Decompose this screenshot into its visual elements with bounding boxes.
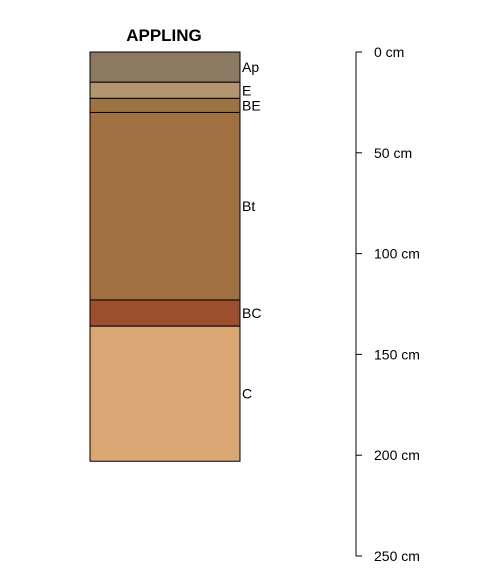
horizon-c-label: C [242,386,252,402]
horizon-c-rect [90,326,240,461]
horizon-ap-label: Ap [242,59,259,75]
horizon-bc-label: BC [242,305,261,321]
depth-tick-label: 250 cm [374,548,420,564]
horizons-group: Ap EBE Bt BC C [90,52,261,461]
depth-tick-label: 200 cm [374,447,420,463]
depth-axis: 0 cm 50 cm 100 cm 150 cm 200 cm 250 cm [356,44,420,564]
depth-tick-label: 50 cm [374,145,412,161]
horizon-ap-rect [90,52,240,82]
horizon-bc-rect [90,300,240,326]
horizon-be-rect [90,98,240,112]
horizon-e-label: E [242,82,251,98]
depth-tick-label: 150 cm [374,346,420,362]
depth-tick-label: 0 cm [374,44,404,60]
depth-tick-label: 100 cm [374,246,420,262]
chart-title: APPLING [126,26,202,45]
horizon-e-rect [90,82,240,98]
horizon-bt-label: Bt [242,198,255,214]
horizon-be-label: BE [242,97,261,113]
horizon-bt-rect [90,112,240,299]
